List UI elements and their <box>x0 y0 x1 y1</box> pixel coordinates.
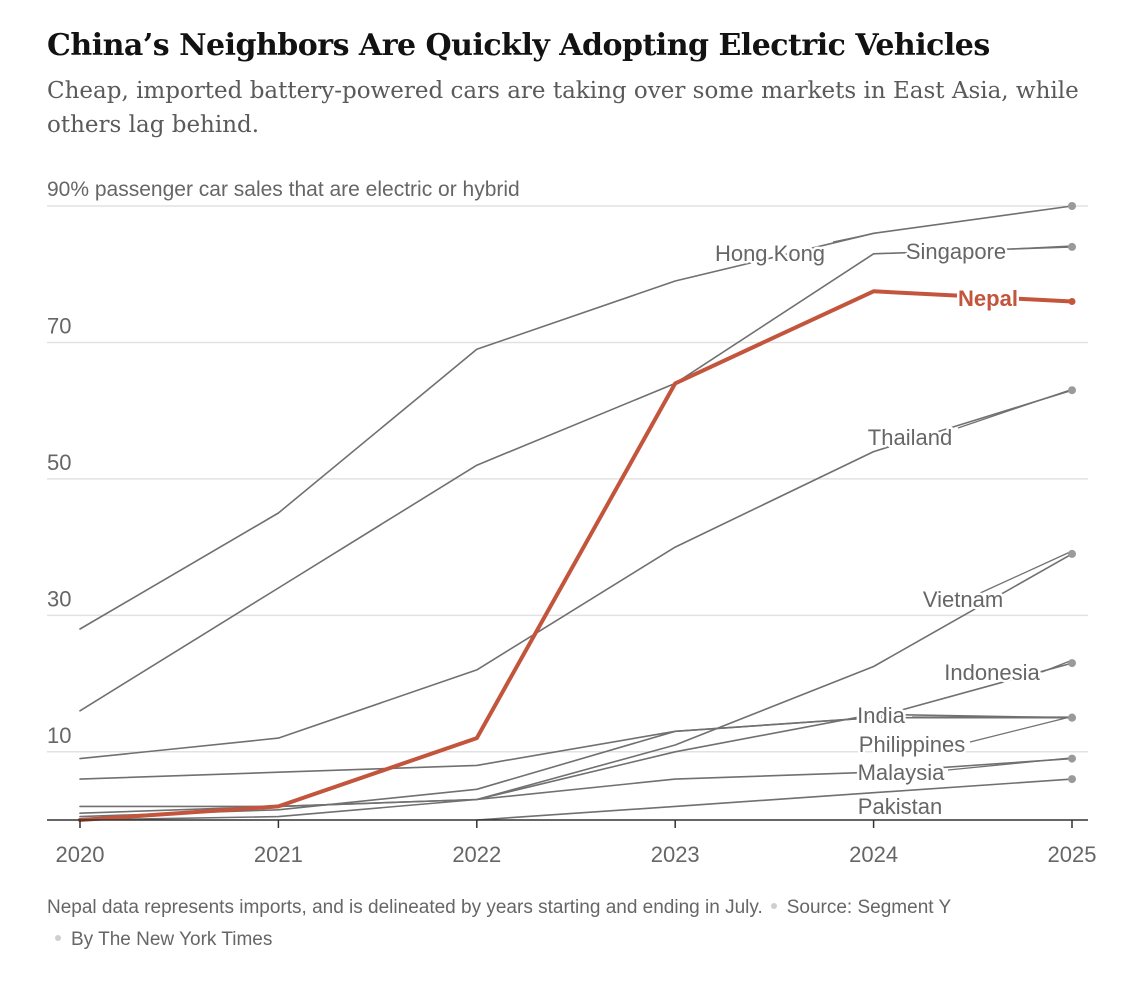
byline: By The New York Times <box>71 929 273 950</box>
series-label-halo: India <box>857 703 905 728</box>
y-tick-label: 90% <box>47 178 89 201</box>
series-line-thailand <box>79 389 1073 760</box>
series-label-halo: Vietnam <box>923 587 1003 612</box>
series-label-pakistan: Pakistan <box>858 794 942 819</box>
series-label-nepal: Nepal <box>958 286 1018 311</box>
series-line-nepal <box>78 289 1074 822</box>
y-tick-label: 10 <box>47 723 71 748</box>
series-line-vietnam <box>79 553 1073 821</box>
series-label-thailand: Thailand <box>868 425 952 450</box>
x-tick-label: 2024 <box>849 842 898 867</box>
series-endpoint-pakistan <box>1068 775 1076 784</box>
series-label-vietnam: Vietnam <box>923 587 1003 612</box>
series-label-malaysia: Malaysia <box>858 760 946 785</box>
x-axis: 2020 2021 2022 2023 2024 2025 <box>47 819 1097 867</box>
series-line-pakistan <box>476 778 1073 821</box>
leader-vietnam <box>977 551 1071 595</box>
series-label-halo: Philippines <box>859 732 965 757</box>
series-line-india <box>79 716 1073 780</box>
footnote: Nepal data represents imports, and is de… <box>47 897 763 918</box>
series-endpoint-vietnam <box>1068 549 1076 558</box>
y-tick-label: 30 <box>47 586 71 611</box>
series-label-halo: Hong Kong <box>715 241 825 266</box>
series-label-india: India <box>857 703 905 728</box>
series-label-indonesia: Indonesia <box>944 660 1040 685</box>
x-tick-label: 2023 <box>651 842 700 867</box>
series-endpoints <box>1068 202 1076 784</box>
series-line-malaysia <box>79 757 1073 808</box>
series-label-hong-kong: Hong Kong <box>715 241 825 266</box>
y-tick-label: 70 <box>47 313 71 338</box>
chart-subtitle: Cheap, imported battery-powered cars are… <box>47 78 1079 138</box>
y-tick-label: 50 <box>47 450 71 475</box>
x-tick-label: 2020 <box>56 842 105 867</box>
y-axis-label: 90% passenger car sales that are electri… <box>47 178 520 201</box>
chart-footer: Nepal data represents imports, and is de… <box>47 892 1107 956</box>
series-endpoint-singapore <box>1068 242 1076 251</box>
y-axis-ticks: 10 30 50 70 <box>47 313 71 747</box>
series-endpoint-thailand <box>1068 386 1076 395</box>
series-lines <box>78 205 1074 822</box>
x-tick-label: 2022 <box>452 842 501 867</box>
series-endpoint-malaysia <box>1068 754 1076 763</box>
series-line-indonesia <box>79 662 1073 818</box>
gridlines <box>47 205 1088 753</box>
chart-title: China’s Neighbors Are Quickly Adopting E… <box>47 28 990 63</box>
series-label-halo: Singapore <box>906 239 1006 264</box>
series-label-singapore: Singapore <box>906 239 1006 264</box>
series-endpoint-nepal <box>1068 298 1076 306</box>
series-line-singapore <box>79 246 1073 712</box>
x-tick-label: 2021 <box>254 842 303 867</box>
series-label-halo: Nepal <box>958 286 1018 311</box>
series-endpoint-hong-kong <box>1068 202 1076 210</box>
series-line-hong-kong <box>79 205 1073 630</box>
separator-dot <box>770 903 777 910</box>
x-tick-label: 2025 <box>1048 842 1097 867</box>
series-label-halo: Malaysia <box>858 760 946 785</box>
series-label-halo: Indonesia <box>944 660 1040 685</box>
leader-philippines <box>969 716 1071 743</box>
y-axis-title: passenger car sales that are electric or… <box>89 178 520 201</box>
series-label-philippines: Philippines <box>859 732 965 757</box>
series-label-halo: Thailand <box>868 425 952 450</box>
line-chart: 10 30 50 70 90% passenger car sales that ar… <box>47 178 1097 867</box>
label-leaders <box>832 232 1071 771</box>
source-credit: Source: Segment Y <box>786 897 952 918</box>
separator-dot <box>55 935 61 942</box>
series-endpoint-indonesia <box>1068 659 1076 668</box>
series-label-halo: Pakistan <box>858 794 942 819</box>
series-endpoint-philippines <box>1068 713 1076 722</box>
